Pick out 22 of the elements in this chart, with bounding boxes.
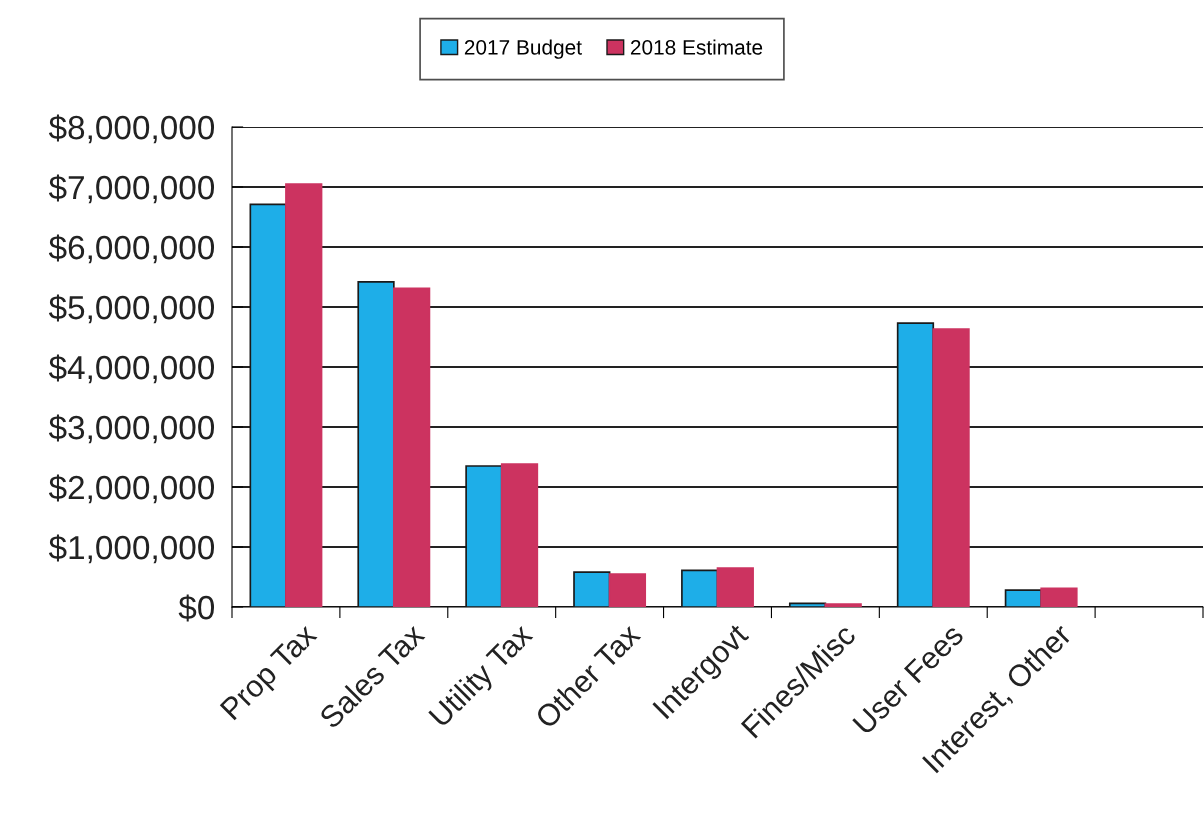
y-tick-label: $5,000,000 [48,294,215,324]
y-tick-label: $0 [178,594,215,622]
bar [932,328,970,607]
bar [1040,587,1078,607]
y-tick-label: $4,000,000 [48,354,215,384]
bar [285,183,323,607]
y-tick-label: $7,000,000 [48,174,215,204]
bar [681,569,719,607]
bar [392,287,431,607]
y-tick-label: $2,000,000 [48,474,215,504]
y-tick-label: $6,000,000 [48,234,215,264]
bar [608,573,647,607]
bar [573,571,611,607]
bar [716,567,754,607]
bar [824,603,862,607]
bar [1004,589,1043,607]
y-tick-label: $3,000,000 [48,414,215,444]
bar [500,463,539,607]
legend-label: 2018 Estimate [630,39,763,55]
y-tick-label: $8,000,000 [48,114,215,144]
legend-label: 2017 Budget [464,39,582,59]
y-tick-label: $1,000,000 [48,534,215,564]
